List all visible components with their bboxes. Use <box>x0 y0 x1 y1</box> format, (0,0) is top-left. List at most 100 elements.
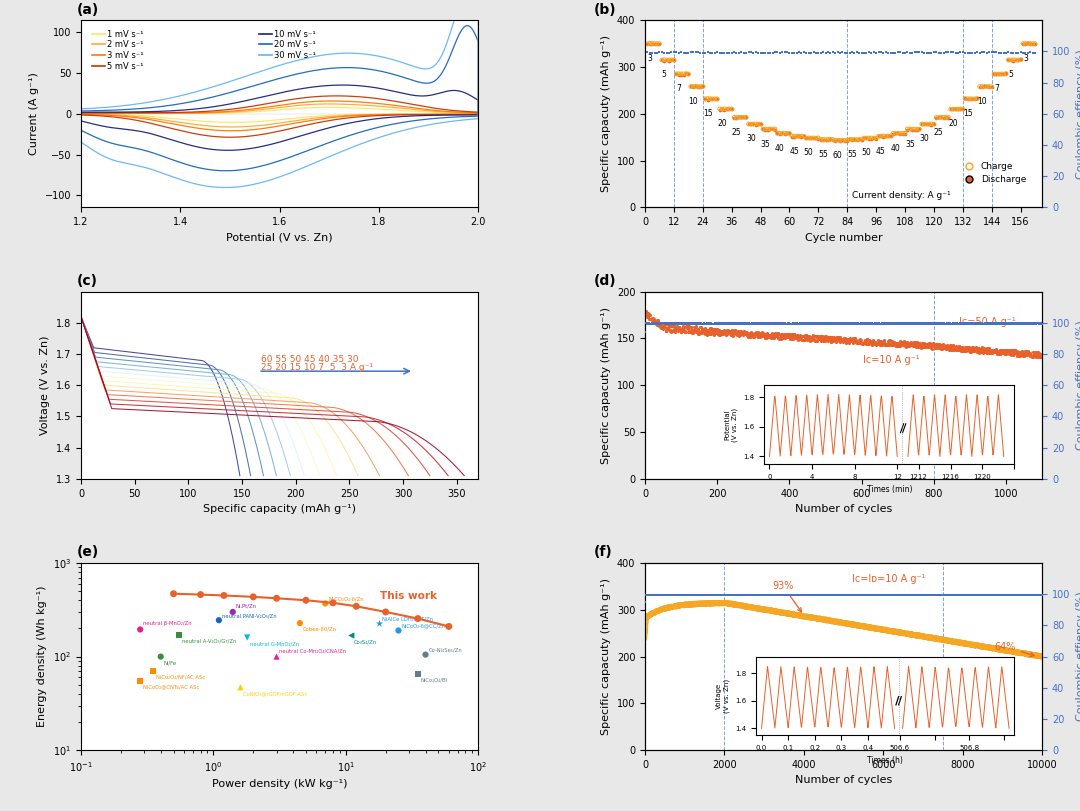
Point <box>916 631 933 644</box>
Point <box>789 317 807 330</box>
Point <box>772 606 789 619</box>
Point <box>1012 317 1029 330</box>
Point <box>959 589 976 602</box>
Point <box>855 620 873 633</box>
Point <box>899 628 916 641</box>
Point <box>807 612 824 625</box>
Point <box>957 637 974 650</box>
Point <box>870 623 888 636</box>
Point <box>1034 317 1051 330</box>
Point <box>812 611 829 624</box>
Point <box>714 596 731 609</box>
Point <box>773 606 791 619</box>
Point <box>806 611 823 624</box>
Point <box>880 624 897 637</box>
Point <box>997 643 1014 656</box>
Point <box>1028 649 1045 662</box>
Point <box>843 588 861 601</box>
Point <box>785 608 802 621</box>
Point <box>975 641 993 654</box>
Point <box>652 602 670 615</box>
Point <box>1013 646 1030 659</box>
Point <box>750 588 767 601</box>
Point <box>725 597 742 610</box>
Point <box>940 588 957 601</box>
Point <box>922 589 940 602</box>
Point <box>827 614 845 627</box>
Point <box>654 603 672 616</box>
Point <box>806 611 823 624</box>
Point <box>910 589 928 602</box>
Point <box>814 613 832 626</box>
Point <box>909 589 927 602</box>
Point <box>707 596 725 609</box>
Point <box>735 600 753 613</box>
Point <box>901 628 918 641</box>
Point <box>725 317 742 330</box>
Point <box>727 599 744 612</box>
Point <box>914 631 931 644</box>
Point <box>793 611 810 624</box>
Point <box>781 609 798 622</box>
Point <box>651 605 669 618</box>
Point <box>897 626 915 639</box>
Point <box>939 588 956 601</box>
Point <box>940 318 957 331</box>
Point <box>653 603 671 616</box>
Point <box>694 597 712 610</box>
Point <box>647 588 664 601</box>
Point <box>637 629 654 642</box>
Point <box>689 588 706 601</box>
Point <box>712 598 729 611</box>
Point <box>807 611 824 624</box>
Point <box>1000 643 1017 656</box>
Point <box>745 601 762 614</box>
Point <box>664 602 681 615</box>
Point <box>920 632 937 645</box>
Point <box>835 588 852 601</box>
Point <box>767 604 784 617</box>
Point <box>877 625 894 638</box>
Point <box>1010 645 1027 658</box>
Point <box>780 608 797 621</box>
Point <box>977 345 995 358</box>
Point <box>948 634 966 647</box>
Point <box>730 589 747 602</box>
Point <box>861 620 878 633</box>
Point <box>679 597 697 610</box>
Point <box>870 621 888 634</box>
Point <box>805 612 822 625</box>
Point <box>761 317 779 330</box>
Point <box>720 596 738 609</box>
Point <box>994 644 1011 657</box>
Point <box>890 317 907 330</box>
Point <box>691 81 708 94</box>
Point <box>658 602 675 615</box>
Point <box>885 626 902 639</box>
Point <box>654 602 672 615</box>
Point <box>901 317 918 330</box>
Point <box>988 348 1005 361</box>
Point <box>797 611 814 624</box>
Point <box>820 614 837 627</box>
Point <box>694 317 712 330</box>
Point <box>930 588 947 601</box>
Point <box>960 588 977 601</box>
Point <box>769 605 786 618</box>
Point <box>914 629 931 642</box>
Point <box>931 633 948 646</box>
Point <box>901 627 918 640</box>
Point <box>642 317 659 330</box>
Point <box>886 626 903 639</box>
Point <box>737 599 754 612</box>
Point <box>748 589 766 602</box>
Point <box>943 636 960 649</box>
Point <box>686 599 703 611</box>
Point <box>970 640 987 653</box>
Point <box>834 616 851 629</box>
Point <box>1030 650 1048 663</box>
Point <box>728 599 745 612</box>
Point <box>896 317 914 330</box>
Point <box>703 589 720 602</box>
Point <box>692 589 710 602</box>
